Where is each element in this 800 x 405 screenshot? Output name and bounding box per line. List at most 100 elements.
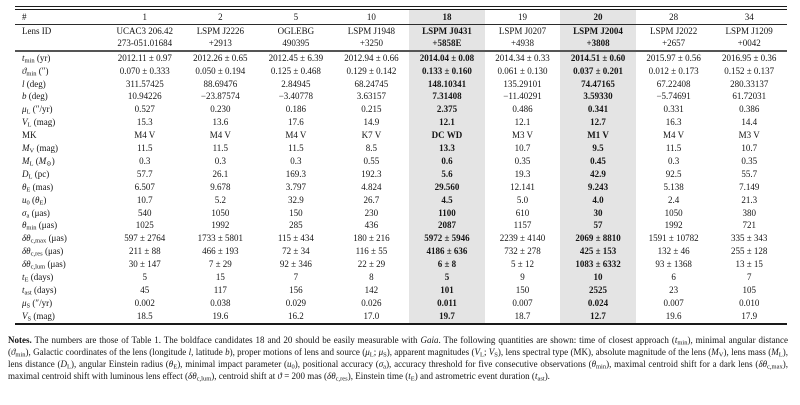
- lens-id-header: Lens ID: [15, 24, 107, 52]
- cell-gal-latitude: 10.94226: [127, 91, 162, 102]
- row-label-einstein-radius: θE (mas): [22, 181, 54, 194]
- lens-id: LSPM J1948 +3250: [333, 24, 410, 52]
- cell-v-lens: 12.1: [409, 116, 485, 130]
- candidate-number-row: # 1 2 5 10 18 19 20 28 34: [15, 9, 787, 25]
- lens-id: LSPM J2022 +2657: [635, 24, 712, 52]
- lens-id-line2: +5858E: [432, 38, 462, 49]
- table-row-lens-distance: DL (pc) 57.7 26.1 169.3 192.3 5.6 19.3 42.9 92.5…: [15, 167, 787, 181]
- cell-einstein-radius: 3.797: [285, 181, 306, 192]
- cell-v-source: 16.2: [287, 310, 304, 321]
- cell-einstein-time: 9: [520, 272, 525, 283]
- cell-lens-distance: 57.7: [136, 168, 153, 179]
- cell-lens-distance: 42.9: [560, 167, 636, 181]
- cell-impact-param: 5.2: [214, 194, 226, 205]
- cell-theta-min-uas: 1025: [135, 220, 154, 231]
- cell-v-lens: 13.6: [212, 117, 229, 128]
- lens-id-line2: +2657: [662, 38, 686, 49]
- row-label-shift-clum: δθc,lum (μas): [22, 259, 66, 271]
- cell-einstein-radius: 6.507: [134, 181, 155, 192]
- cell-gal-latitude: −11.40291: [503, 91, 542, 102]
- lens-id-line2: +3808: [586, 38, 610, 49]
- cell-ast-duration: 117: [213, 285, 227, 295]
- cell-v-lens: 12.1: [514, 117, 531, 128]
- lens-id-line1: LSPM J1948: [347, 25, 396, 36]
- cell-mu-source: 0.007: [663, 297, 684, 308]
- cell-shift-clum: 1083 ± 6332: [560, 258, 636, 272]
- cell-shift-cres: 732 ± 278: [504, 246, 541, 257]
- cell-shift-cres: 466 ± 193: [202, 246, 239, 257]
- row-label-gal-longitude: l (deg): [22, 78, 46, 89]
- cell-v-source: 19.6: [665, 310, 682, 321]
- cell-einstein-radius: 9.678: [210, 181, 231, 192]
- cell-mu-lens: 0.186: [285, 104, 306, 115]
- cell-shift-cres: 255 ± 128: [730, 246, 768, 257]
- cell-abs-mag: 9.5: [560, 142, 636, 155]
- cell-impact-param: 26.7: [363, 194, 380, 205]
- cell-theta-min-uas: 57: [560, 219, 636, 233]
- cell-v-source: 19.6: [212, 310, 229, 321]
- cell-ast-duration: 142: [364, 285, 379, 295]
- table-row-theta-min-arc: ϑmin (″) 0.070 ± 0.333 0.050 ± 0.194 0.125 …: [15, 64, 787, 78]
- cell-shift-clum: 22 ± 29: [357, 259, 386, 270]
- cell-theta-min-arc: 0.061 ± 0.130: [497, 65, 548, 76]
- lens-id-line2: +2913: [208, 38, 232, 49]
- candidate-number: 34: [711, 9, 787, 25]
- row-label-v-source: VS (mag): [22, 310, 55, 323]
- candidate-number: 18: [409, 9, 485, 25]
- table-row-t-min: tmin (yr) 2012.11 ± 0.97 2012.26 ± 0.65 201…: [15, 50, 787, 65]
- row-label-mu-lens: μL (″/yr): [22, 104, 53, 116]
- cell-shift-clum: 13 ± 15: [735, 259, 763, 270]
- candidate-number: 1: [107, 9, 183, 25]
- row-label-sigma-a: σa (μas): [22, 207, 50, 220]
- cell-einstein-radius: 4.824: [361, 181, 382, 192]
- lens-id-row: Lens ID UCAC3 206.42 273-051.01684 LSPM J2…: [15, 24, 787, 52]
- cell-gal-longitude: 135.29101: [503, 78, 542, 89]
- cell-mu-source: 0.007: [512, 297, 533, 308]
- cell-abs-mag: 10.7: [741, 143, 758, 154]
- cell-sigma-a: 380: [742, 207, 756, 218]
- cell-mu-source: 0.002: [134, 297, 155, 308]
- cell-shift-cres: 211 ± 88: [128, 246, 161, 257]
- table-row-shift-cmax: δθc,max (μas) 597 ± 2764 1733 ± 5801 115 ± …: [15, 232, 787, 246]
- cell-mk-type: K7 V: [361, 130, 382, 141]
- cell-lens-mass: 0.35: [514, 155, 531, 166]
- cell-shift-cres: 116 ± 55: [355, 246, 388, 257]
- table-notes: Notes. The numbers are those of Table 1.…: [8, 334, 789, 383]
- cell-theta-min-arc: 0.012 ± 0.173: [648, 65, 699, 76]
- cell-gal-latitude: −23.87574: [200, 91, 240, 102]
- cell-gal-latitude: 3.59330: [560, 90, 636, 104]
- cell-abs-mag: 11.5: [665, 143, 682, 154]
- lens-id-line1: LSPM J2226: [196, 25, 244, 36]
- cell-ast-duration: 150: [515, 285, 530, 295]
- cell-theta-min-arc: 0.133 ± 0.160: [409, 64, 485, 78]
- cell-shift-cmax: 335 ± 343: [730, 233, 768, 244]
- lens-id: LSPM J1209 +0042: [711, 24, 787, 52]
- cell-theta-min-uas: 1992: [664, 220, 683, 231]
- cell-shift-clum: 93 ± 1368: [655, 259, 692, 270]
- cell-sigma-a: 610: [515, 207, 530, 218]
- cell-shift-clum: 92 ± 346: [279, 259, 312, 270]
- cell-v-source: 18.5: [136, 310, 153, 321]
- cell-shift-cres: 132 ± 46: [657, 246, 690, 257]
- lens-id-line1: LSPM J0207: [498, 25, 547, 36]
- cell-einstein-time: 7: [293, 272, 299, 283]
- cell-v-source: 18.7: [514, 310, 531, 321]
- cell-lens-mass: 0.6: [409, 154, 485, 168]
- cell-theta-min-arc: 0.125 ± 0.468: [270, 65, 321, 76]
- cell-lens-distance: 192.3: [361, 168, 382, 179]
- cell-gal-longitude: 74.47165: [560, 77, 636, 91]
- cell-impact-param: 21.3: [741, 194, 758, 205]
- cell-mk-type: M4 V: [134, 130, 156, 141]
- row-label-v-lens: VL (mag): [22, 117, 56, 129]
- table-row-gal-latitude: b (deg) 10.94226 −23.87574 −3.40778 3.63157 7…: [15, 90, 787, 104]
- cell-ast-duration: 156: [289, 285, 303, 295]
- lens-id: LSPM J2004 +3808: [560, 24, 636, 52]
- lens-id-line1: LSPM J1209: [725, 25, 773, 36]
- lens-id-line1: OGLEBG: [277, 25, 315, 36]
- cell-theta-min-uas: 1992: [211, 220, 230, 231]
- cell-mu-lens: 0.230: [210, 104, 231, 115]
- cell-t-min: 2012.26 ± 0.65: [193, 52, 248, 63]
- cell-ast-duration: 101: [409, 284, 485, 297]
- cell-lens-mass: 0.3: [214, 155, 226, 166]
- cell-lens-distance: 19.3: [514, 168, 531, 179]
